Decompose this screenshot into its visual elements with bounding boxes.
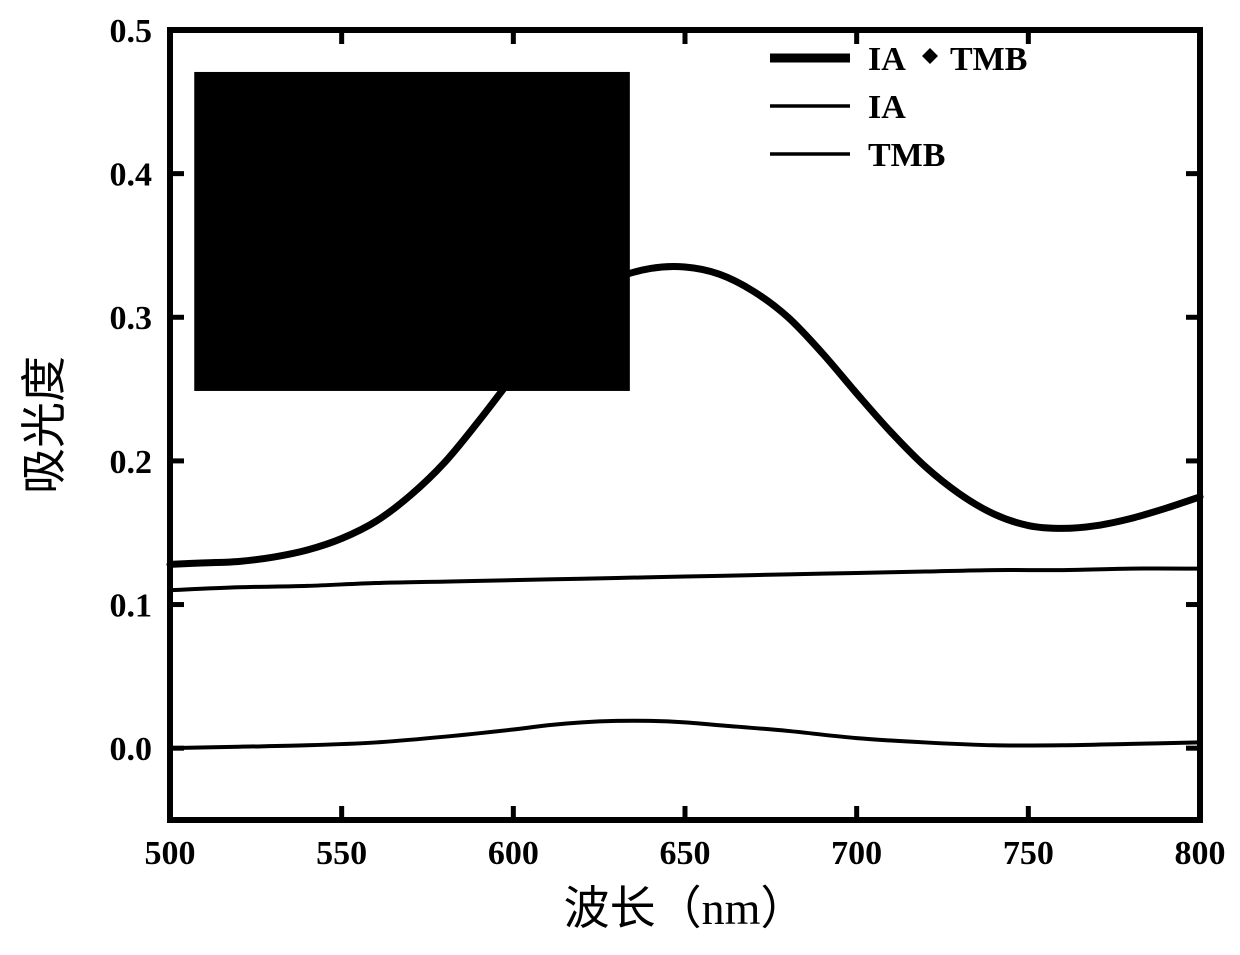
legend-label: IA [868,41,906,78]
x-tick-label: 700 [831,835,882,872]
x-axis-label: 波长（nm） [564,883,807,934]
x-tick-label: 750 [1003,835,1054,872]
x-tick-label: 500 [145,835,196,872]
inset-photo-placeholder [196,73,629,389]
absorbance-spectrum-chart: 0.0 0.1 0.2 0.3 0.4 0.5 500 550 600 650 700 750 800 波… [0,0,1240,955]
y-tick-label: 0.1 [110,587,153,624]
y-tick-label: 0.5 [110,13,153,50]
x-tick-label: 650 [660,835,711,872]
y-tick-label: 0.3 [110,300,153,337]
legend-label: TMB [950,41,1027,78]
x-tick-label: 800 [1175,835,1226,872]
y-axis-label: 吸光度 [19,356,70,494]
y-tick-label: 0.4 [110,157,153,194]
chart-svg: 0.0 0.1 0.2 0.3 0.4 0.5 500 550 600 650 700 750 800 波… [0,0,1240,955]
legend-label: TMB [868,137,945,174]
x-tick-label: 550 [316,835,367,872]
y-tick-label: 0.0 [110,731,153,768]
y-tick-label: 0.2 [110,444,153,481]
legend-label: IA [868,89,906,126]
x-tick-label: 600 [488,835,539,872]
